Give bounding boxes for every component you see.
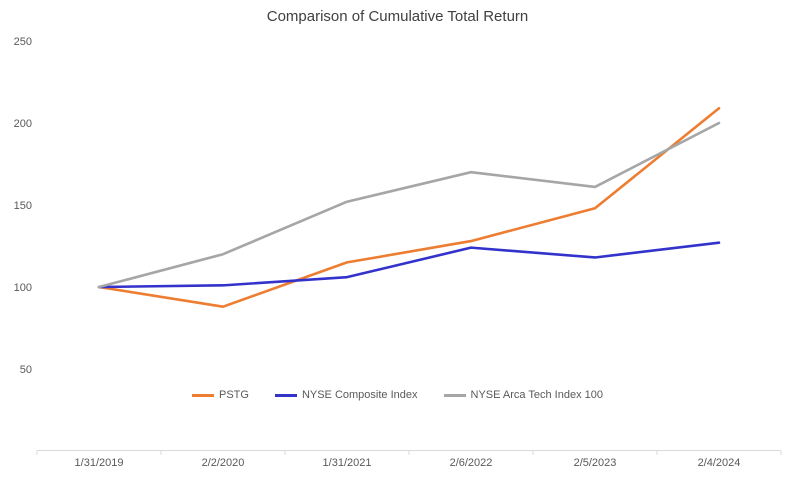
y-tick-label: 50 [20,364,32,376]
chart-title: Comparison of Cumulative Total Return [266,8,529,25]
legend-item-pstg: PSTG [191,389,249,401]
series-line-nyse-arca-tech-index-100 [97,121,721,289]
x-axis-label: 1/31/2019 [75,457,124,469]
x-axis-label: 2/4/2024 [698,457,741,469]
legend-swatch-nyse-composite-index [274,393,297,397]
series-line-nyse-composite-index [97,241,721,289]
x-axis-label: 2/2/2020 [202,457,245,469]
legend-label-nyse-composite-index: NYSE Composite Index [301,389,418,401]
legend-swatch-pstg [191,393,214,397]
legend-label-pstg: PSTG [218,389,249,401]
y-tick-label: 250 [14,36,32,48]
legend-item-nyse-arca-tech-index-100: NYSE Arca Tech Index 100 [443,389,604,401]
x-axis-label: 2/6/2022 [450,457,493,469]
legend-swatch-nyse-arca-tech-index-100 [443,393,466,397]
legend-item-nyse-composite-index: NYSE Composite Index [274,389,418,401]
legend: PSTG NYSE Composite Index NYSE Arca Tech I… [0,389,795,401]
series-line-pstg [97,106,721,308]
y-tick-label: 100 [14,282,32,294]
x-axis-label: 2/5/2023 [574,457,617,469]
legend-label-nyse-arca-tech-index-100: NYSE Arca Tech Index 100 [470,389,604,401]
x-axis-label: 1/31/2021 [323,457,372,469]
y-tick-label: 150 [14,200,32,212]
y-tick-label: 200 [14,118,32,130]
